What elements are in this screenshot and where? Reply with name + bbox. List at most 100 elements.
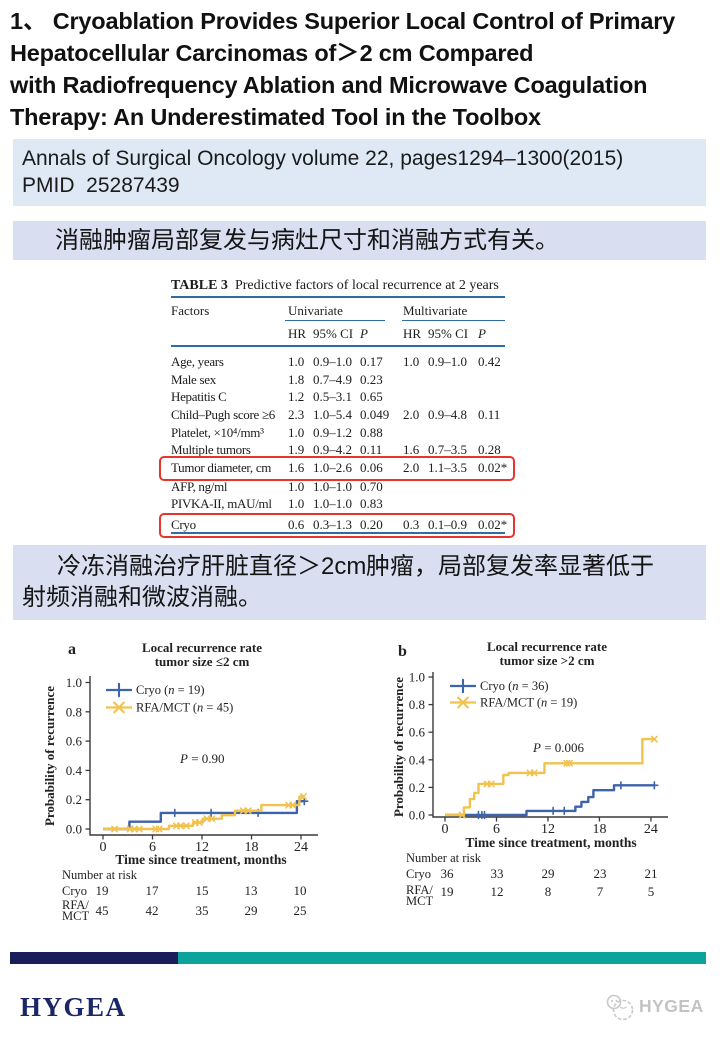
table-sub-header: P xyxy=(360,326,368,341)
y-tick-label: 0.2 xyxy=(66,792,82,807)
censor-mark xyxy=(300,796,309,806)
highlight-bar-2: 2cm xyxy=(13,545,706,620)
cjk-char-glyph xyxy=(439,555,461,576)
cjk-char-glyph xyxy=(95,585,118,608)
cjk-char-glyph xyxy=(367,553,389,576)
cjk-char-glyph xyxy=(201,554,225,576)
axes xyxy=(89,676,318,836)
cjk-char-glyph xyxy=(391,227,414,250)
title-line-4: Therapy: An Underestimated Tool in the T… xyxy=(10,104,541,130)
table-cell: 0.11 xyxy=(478,406,501,422)
brand-logo-text: HYGEA xyxy=(20,992,127,1022)
cjk-char-glyph xyxy=(190,585,213,608)
cjk-char-glyph xyxy=(127,227,151,250)
table-cell: 0.06 xyxy=(360,460,383,476)
censor-mark xyxy=(182,822,190,830)
risk-count: 21 xyxy=(645,866,658,881)
cjk-char-glyph xyxy=(463,553,486,576)
risk-row-label: RFA/ xyxy=(406,883,433,897)
table-cell: 0.9–4.8 xyxy=(428,406,467,422)
table-sub-header: 95% CI xyxy=(428,326,469,341)
y-tick-label: 0.4 xyxy=(409,752,426,767)
cjk-char-glyph xyxy=(239,599,247,607)
table-cell: 0.17 xyxy=(360,354,383,369)
risk-count: 36 xyxy=(441,866,455,881)
censor-mark xyxy=(480,810,489,820)
censor-mark xyxy=(203,815,211,823)
cjk-char-glyph xyxy=(295,227,319,250)
cjk-char-glyph xyxy=(176,227,198,250)
cjk-char-glyph xyxy=(118,585,140,608)
x-tick-label: 0 xyxy=(100,840,107,855)
x-tick-label: 0 xyxy=(442,822,449,837)
panel-label: a xyxy=(68,641,76,658)
table-cell: 2.0 xyxy=(403,406,420,422)
cjk-char-glyph xyxy=(440,227,462,250)
risk-count: 29 xyxy=(245,903,258,918)
y-tick-label: 1.0 xyxy=(66,675,82,690)
table-cell: 0.3 xyxy=(403,517,420,533)
citation-box: Annals of Surgical Oncology volume 22, p… xyxy=(13,139,706,206)
y-tick-label: 0.0 xyxy=(66,822,82,837)
table-cell: 0.83 xyxy=(360,496,383,512)
cjk-char-glyph xyxy=(536,242,544,250)
table-group-header: Univariate xyxy=(288,303,343,318)
risk-count: 42 xyxy=(146,903,159,918)
cjk-char-glyph xyxy=(319,228,342,251)
risk-count: 17 xyxy=(146,883,160,898)
table-cell: 0.70 xyxy=(360,478,383,494)
legend-marker xyxy=(113,701,125,714)
cjk-char-glyph xyxy=(344,227,366,250)
table-highlight-box xyxy=(159,455,515,481)
table-cell: 1.0–1.0 xyxy=(313,478,352,494)
risk-table-header: Number at risk xyxy=(406,851,482,865)
highlight-1-text xyxy=(55,227,559,254)
cjk-char-glyph xyxy=(559,555,582,575)
table-sub-header: HR xyxy=(403,326,422,341)
km-curve xyxy=(445,784,656,817)
table-cell: 1.0 xyxy=(288,424,305,440)
legend-label: RFA/MCT (n = 45) xyxy=(136,701,233,715)
table-cell: 1.8 xyxy=(288,371,305,387)
table-row-factor: Cryo xyxy=(171,517,196,533)
censor-mark xyxy=(487,780,495,788)
risk-count: 33 xyxy=(491,866,504,881)
table-cell: 0.20 xyxy=(360,517,383,533)
cjk-char-glyph xyxy=(22,585,45,608)
cjk-char-glyph xyxy=(250,553,272,576)
censor-mark xyxy=(548,806,558,816)
table-cell: 1.1–3.5 xyxy=(428,460,467,476)
cjk-char-glyph xyxy=(535,553,558,576)
y-tick-label: 0.6 xyxy=(409,725,426,740)
cjk-char-glyph xyxy=(199,227,223,250)
risk-row-label: MCT xyxy=(62,909,89,923)
table-row-factor: Age, years xyxy=(171,354,224,369)
cjk-char-glyph xyxy=(215,585,238,608)
cjk-char-glyph xyxy=(81,553,104,576)
p-value-annotation: P = 0.006 xyxy=(532,740,585,755)
censor-mark xyxy=(616,781,626,790)
risk-count: 45 xyxy=(96,903,109,918)
censor-mark xyxy=(111,825,119,833)
cjk-char-glyph xyxy=(606,553,630,577)
x-tick-label: 6 xyxy=(493,822,500,837)
cjk-char-glyph xyxy=(464,227,487,250)
censor-mark xyxy=(177,822,185,830)
censor-mark xyxy=(530,769,538,777)
cjk-char-glyph xyxy=(583,553,605,576)
table-rule xyxy=(171,532,505,534)
table-cell: 0.7–4.9 xyxy=(313,371,352,387)
table-cell: 1.0–5.4 xyxy=(313,406,352,422)
risk-count: 12 xyxy=(491,884,504,899)
x-tick-label: 12 xyxy=(541,822,555,837)
y-axis-label: Probability of recurrence xyxy=(391,677,406,817)
table-cell: 0.9–1.0 xyxy=(428,354,467,369)
risk-row-label: Cryo xyxy=(406,867,431,881)
censor-mark xyxy=(196,819,203,827)
cjk-char-glyph xyxy=(416,228,439,250)
table-col-header: Factors xyxy=(171,303,210,318)
table-cell: 0.88 xyxy=(360,424,383,440)
cjk-char-glyph xyxy=(512,227,535,250)
watermark-logo-icon xyxy=(606,994,634,1021)
table-cell: 1.0 xyxy=(288,354,305,369)
